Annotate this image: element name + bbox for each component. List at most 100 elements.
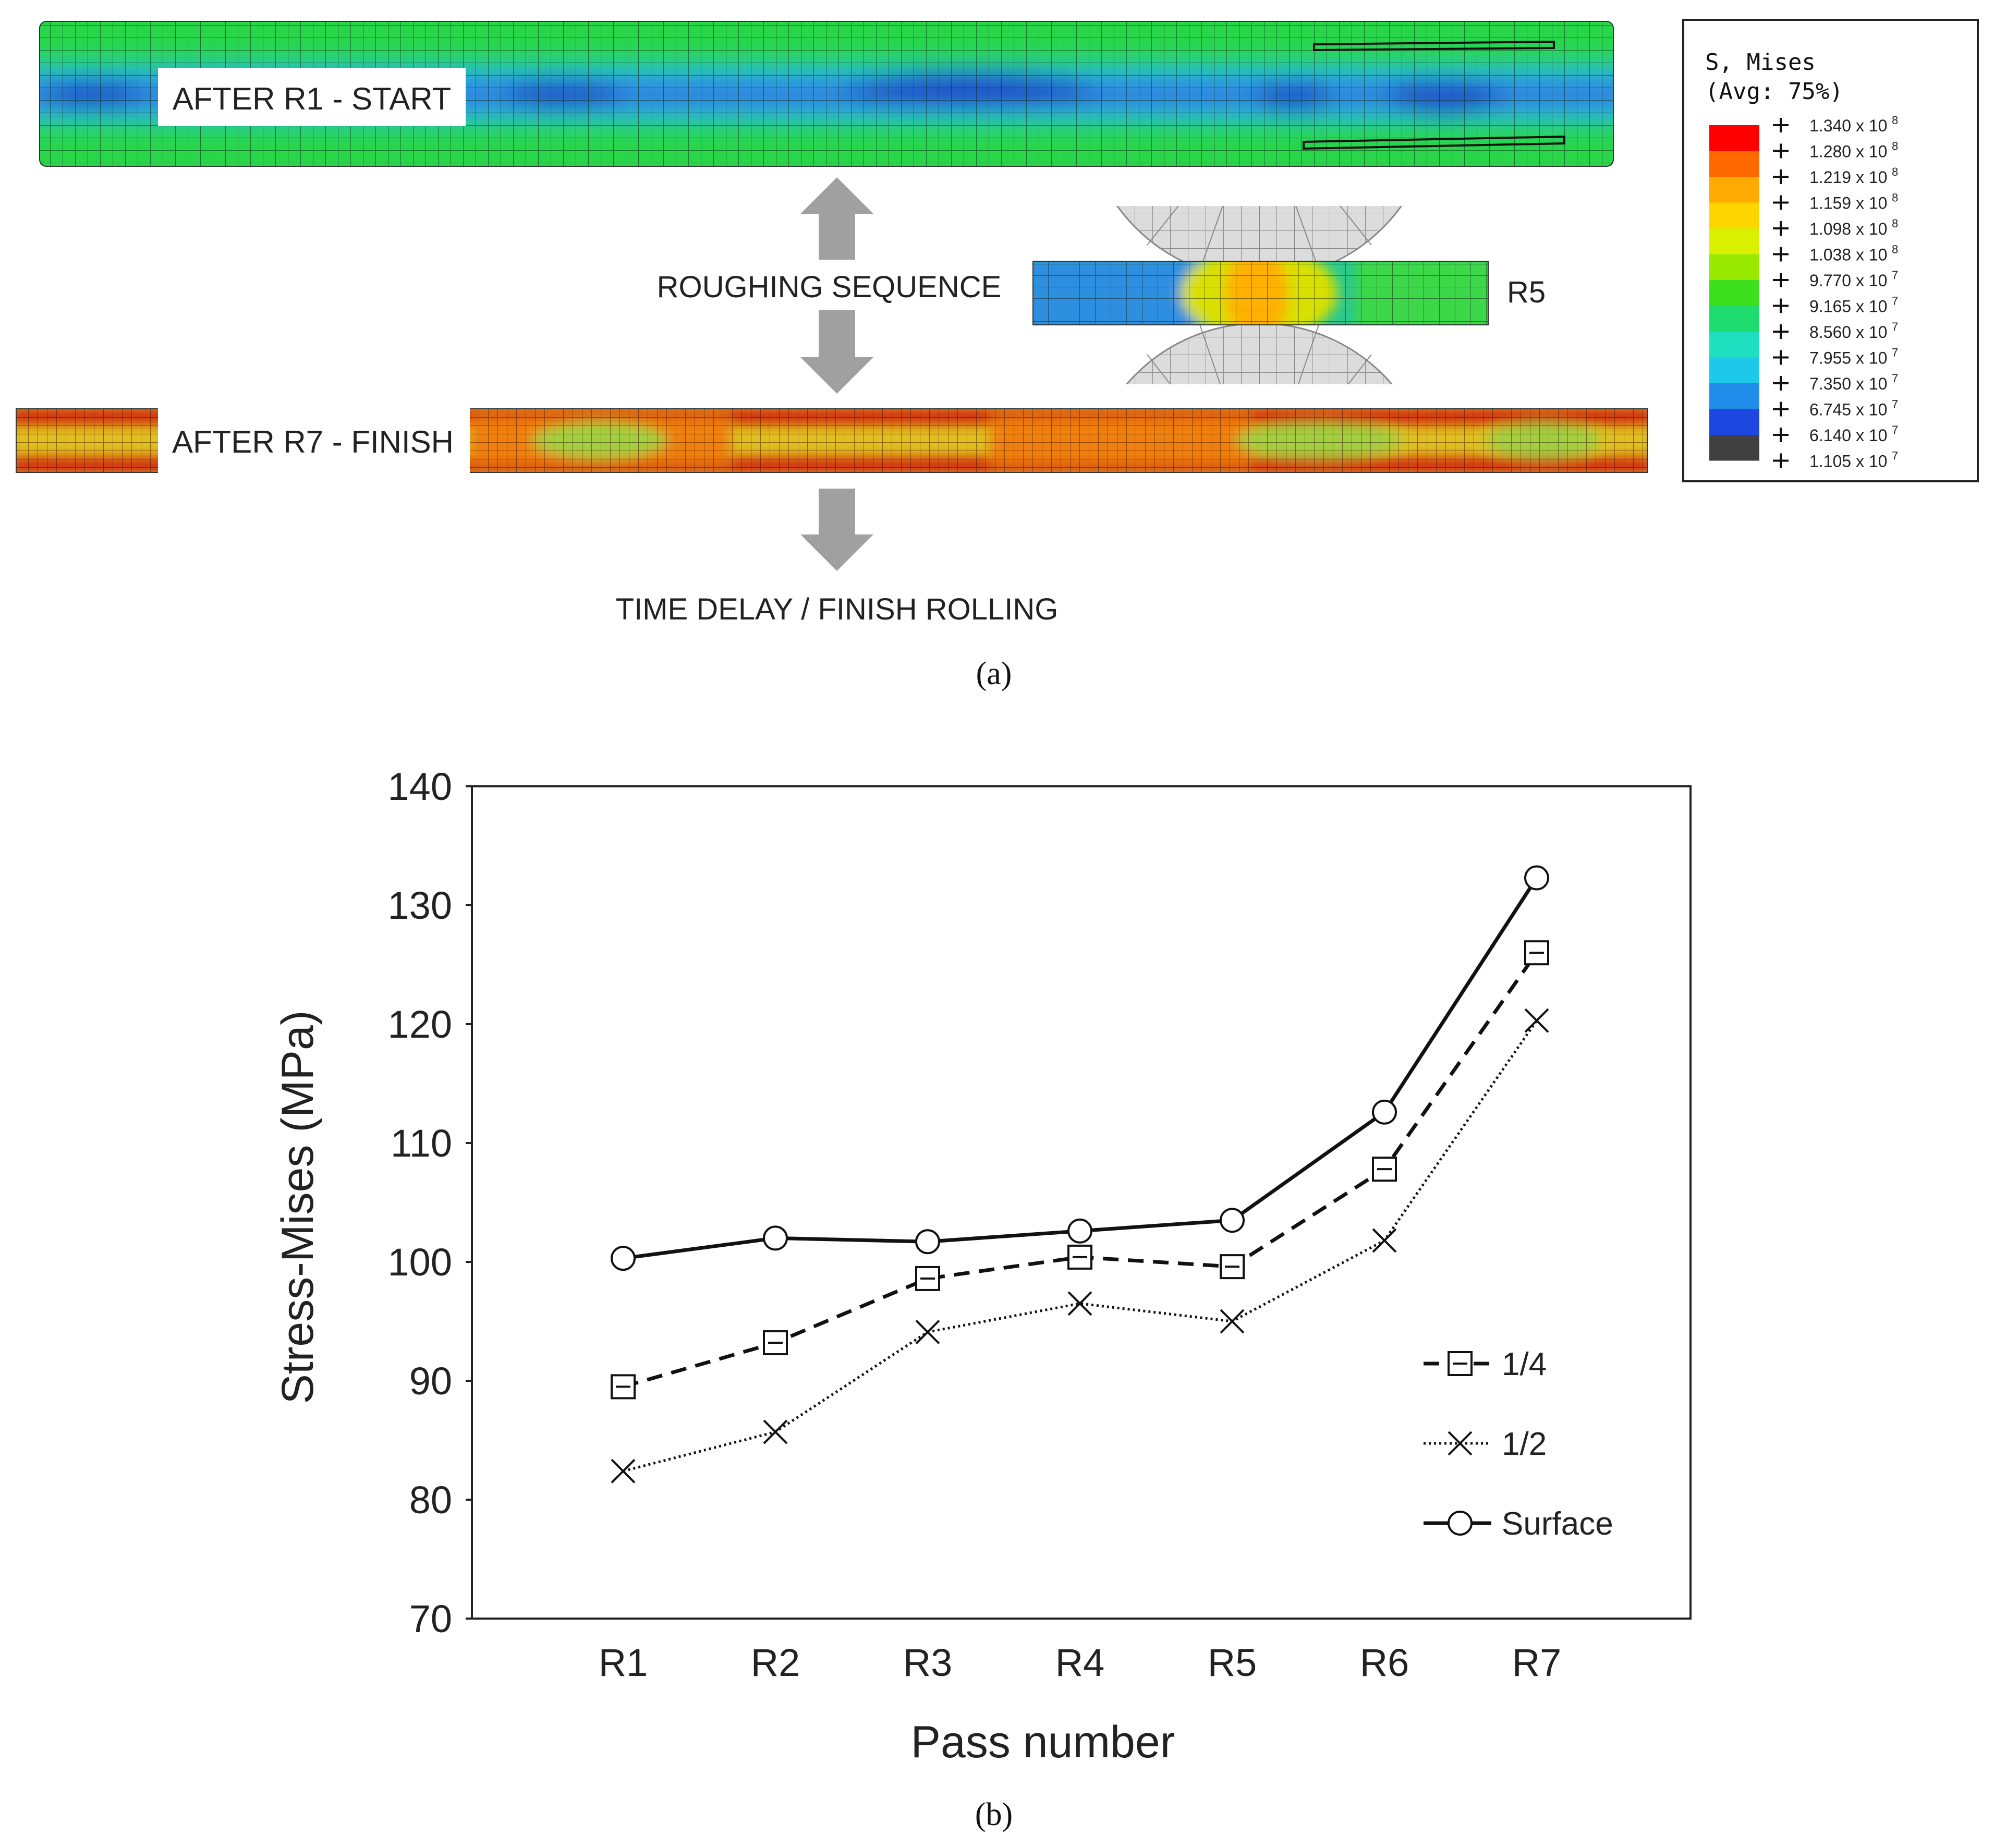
inset-label: R5 [1507,275,1546,309]
legend-swatch [1709,332,1759,358]
caption-b: (b) [975,1797,1013,1832]
legend-swatch [1709,357,1759,383]
series-surface-marker [1524,865,1549,891]
legend-tick-mark [1773,402,1789,417]
legend-value: 8.560 x 10 [1809,323,1887,342]
series-surface-marker [763,1225,788,1251]
legend-value: 1.280 x 10 [1809,142,1887,161]
legend-exponent: 7 [1892,346,1898,359]
arrow-up-icon [800,177,873,260]
legend-tick-mark [1773,273,1789,287]
legend-swatch [1709,280,1759,306]
legend-exponent: 7 [1892,449,1898,463]
legend-value: 1.098 x 10 [1809,220,1887,238]
legend-value: 1.219 x 10 [1809,168,1887,187]
series-1-2-marker [611,1458,636,1484]
series-1-2-marker [1220,1309,1245,1334]
legend-swatch [1709,125,1759,151]
legend-swatch [1709,435,1759,461]
series-1-2-marker [915,1320,940,1344]
series-surface-marker [915,1229,940,1255]
x-tick-label: R5 [1208,1641,1257,1684]
legend-1-2-label: 1/2 [1502,1426,1547,1462]
series-1-2-marker [1067,1291,1092,1316]
legend-title-line2: (Avg: 75%) [1705,78,1843,105]
y-tick-label: 140 [388,765,452,808]
contour-legend: S, Mises (Avg: 75%) 1.340 x 10 8 1.280 x 1… [1682,19,1979,482]
legend-swatch [1709,177,1759,203]
x-tick-label: R7 [1512,1641,1562,1684]
caption-a: (a) [976,656,1012,691]
legend-1-2-marker [1448,1431,1473,1456]
legend-exponent: 7 [1892,295,1898,308]
legend-tick-mark [1773,195,1789,210]
legend-exponent: 8 [1892,165,1898,178]
legend-swatch [1709,306,1759,332]
inset-r5-rolling: R5 [1032,206,1546,384]
y-tick-label: 130 [388,884,452,927]
legend-tick-mark [1773,118,1789,132]
legend-value: 7.350 x 10 [1809,374,1887,393]
arrow-down-icon [800,310,873,394]
legend-value: 7.955 x 10 [1809,349,1887,368]
y-tick-label: 120 [388,1003,452,1046]
legend-value: 6.140 x 10 [1809,426,1887,445]
legend-exponent: 8 [1892,191,1898,204]
legend-tick-mark [1773,247,1789,262]
label-box-top [158,68,466,126]
series-1-2-marker [1372,1228,1397,1253]
series-surface-marker [611,1246,636,1271]
y-tick-label: 110 [391,1122,452,1165]
legend-tick-mark [1773,169,1789,184]
series-surface-marker [1372,1099,1397,1125]
legend-value: 9.770 x 10 [1809,271,1887,290]
legend-swatch [1709,151,1759,177]
x-tick-label: R4 [1055,1641,1105,1684]
legend-swatch [1709,254,1759,280]
y-tick-label: 80 [409,1478,452,1522]
legend-value: 1.105 x 10 [1809,452,1887,471]
legend-exponent: 8 [1892,217,1898,230]
legend-value: 1.038 x 10 [1809,246,1887,264]
legend-tick-mark [1773,298,1789,313]
legend-surface-marker [1448,1511,1473,1536]
plot-area [471,785,1692,1620]
panel-b-chart: 70 80 90 100 110 120 130 140 R1 R2 R3 R4 R5 R6 R7 1/4… [273,765,1692,1832]
legend-value: 1.159 x 10 [1809,194,1887,213]
series-surface-marker [1220,1208,1245,1233]
y-tick-label: 90 [409,1359,452,1403]
x-tick-label: R3 [903,1641,953,1684]
legend-swatch [1709,202,1759,228]
legend-tick-mark [1773,376,1789,391]
strip-top-label: AFTER R1 - START [173,81,452,116]
x-tick-label: R1 [599,1641,648,1684]
legend-exponent: 8 [1892,140,1898,153]
legend-surface-label: Surface [1502,1506,1613,1542]
legend-value: 9.165 x 10 [1809,297,1887,316]
legend-exponent: 7 [1892,320,1898,333]
strip-after-r1 [39,21,1614,167]
legend-exponent: 7 [1892,398,1898,411]
legend-value: 6.745 x 10 [1809,400,1887,419]
legend-exponent: 7 [1892,372,1898,385]
legend-exponent: 8 [1892,114,1898,127]
x-tick-label: R6 [1360,1641,1409,1684]
series-1-2-marker [1524,1008,1549,1033]
legend-tick-mark [1773,428,1789,442]
x-tick-label: R2 [751,1641,800,1684]
sequence-label: ROUGHING SEQUENCE [657,270,1002,304]
legend-tick-mark [1773,324,1789,339]
legend-tick-mark [1773,143,1789,159]
delay-label: TIME DELAY / FINISH ROLLING [616,592,1059,626]
label-box-bottom [158,408,470,473]
legend-swatch [1709,383,1759,409]
legend-exponent: 7 [1892,423,1898,436]
legend-exponent: 8 [1892,243,1898,256]
legend-exponent: 7 [1892,269,1898,282]
legend-title-line1: S, Mises [1705,49,1816,76]
arrow-down-icon-2 [800,489,873,571]
y-tick-label: 70 [409,1597,452,1640]
legend-tick-mark [1773,221,1789,236]
strip-bottom-label: AFTER R7 - FINISH [172,424,454,459]
